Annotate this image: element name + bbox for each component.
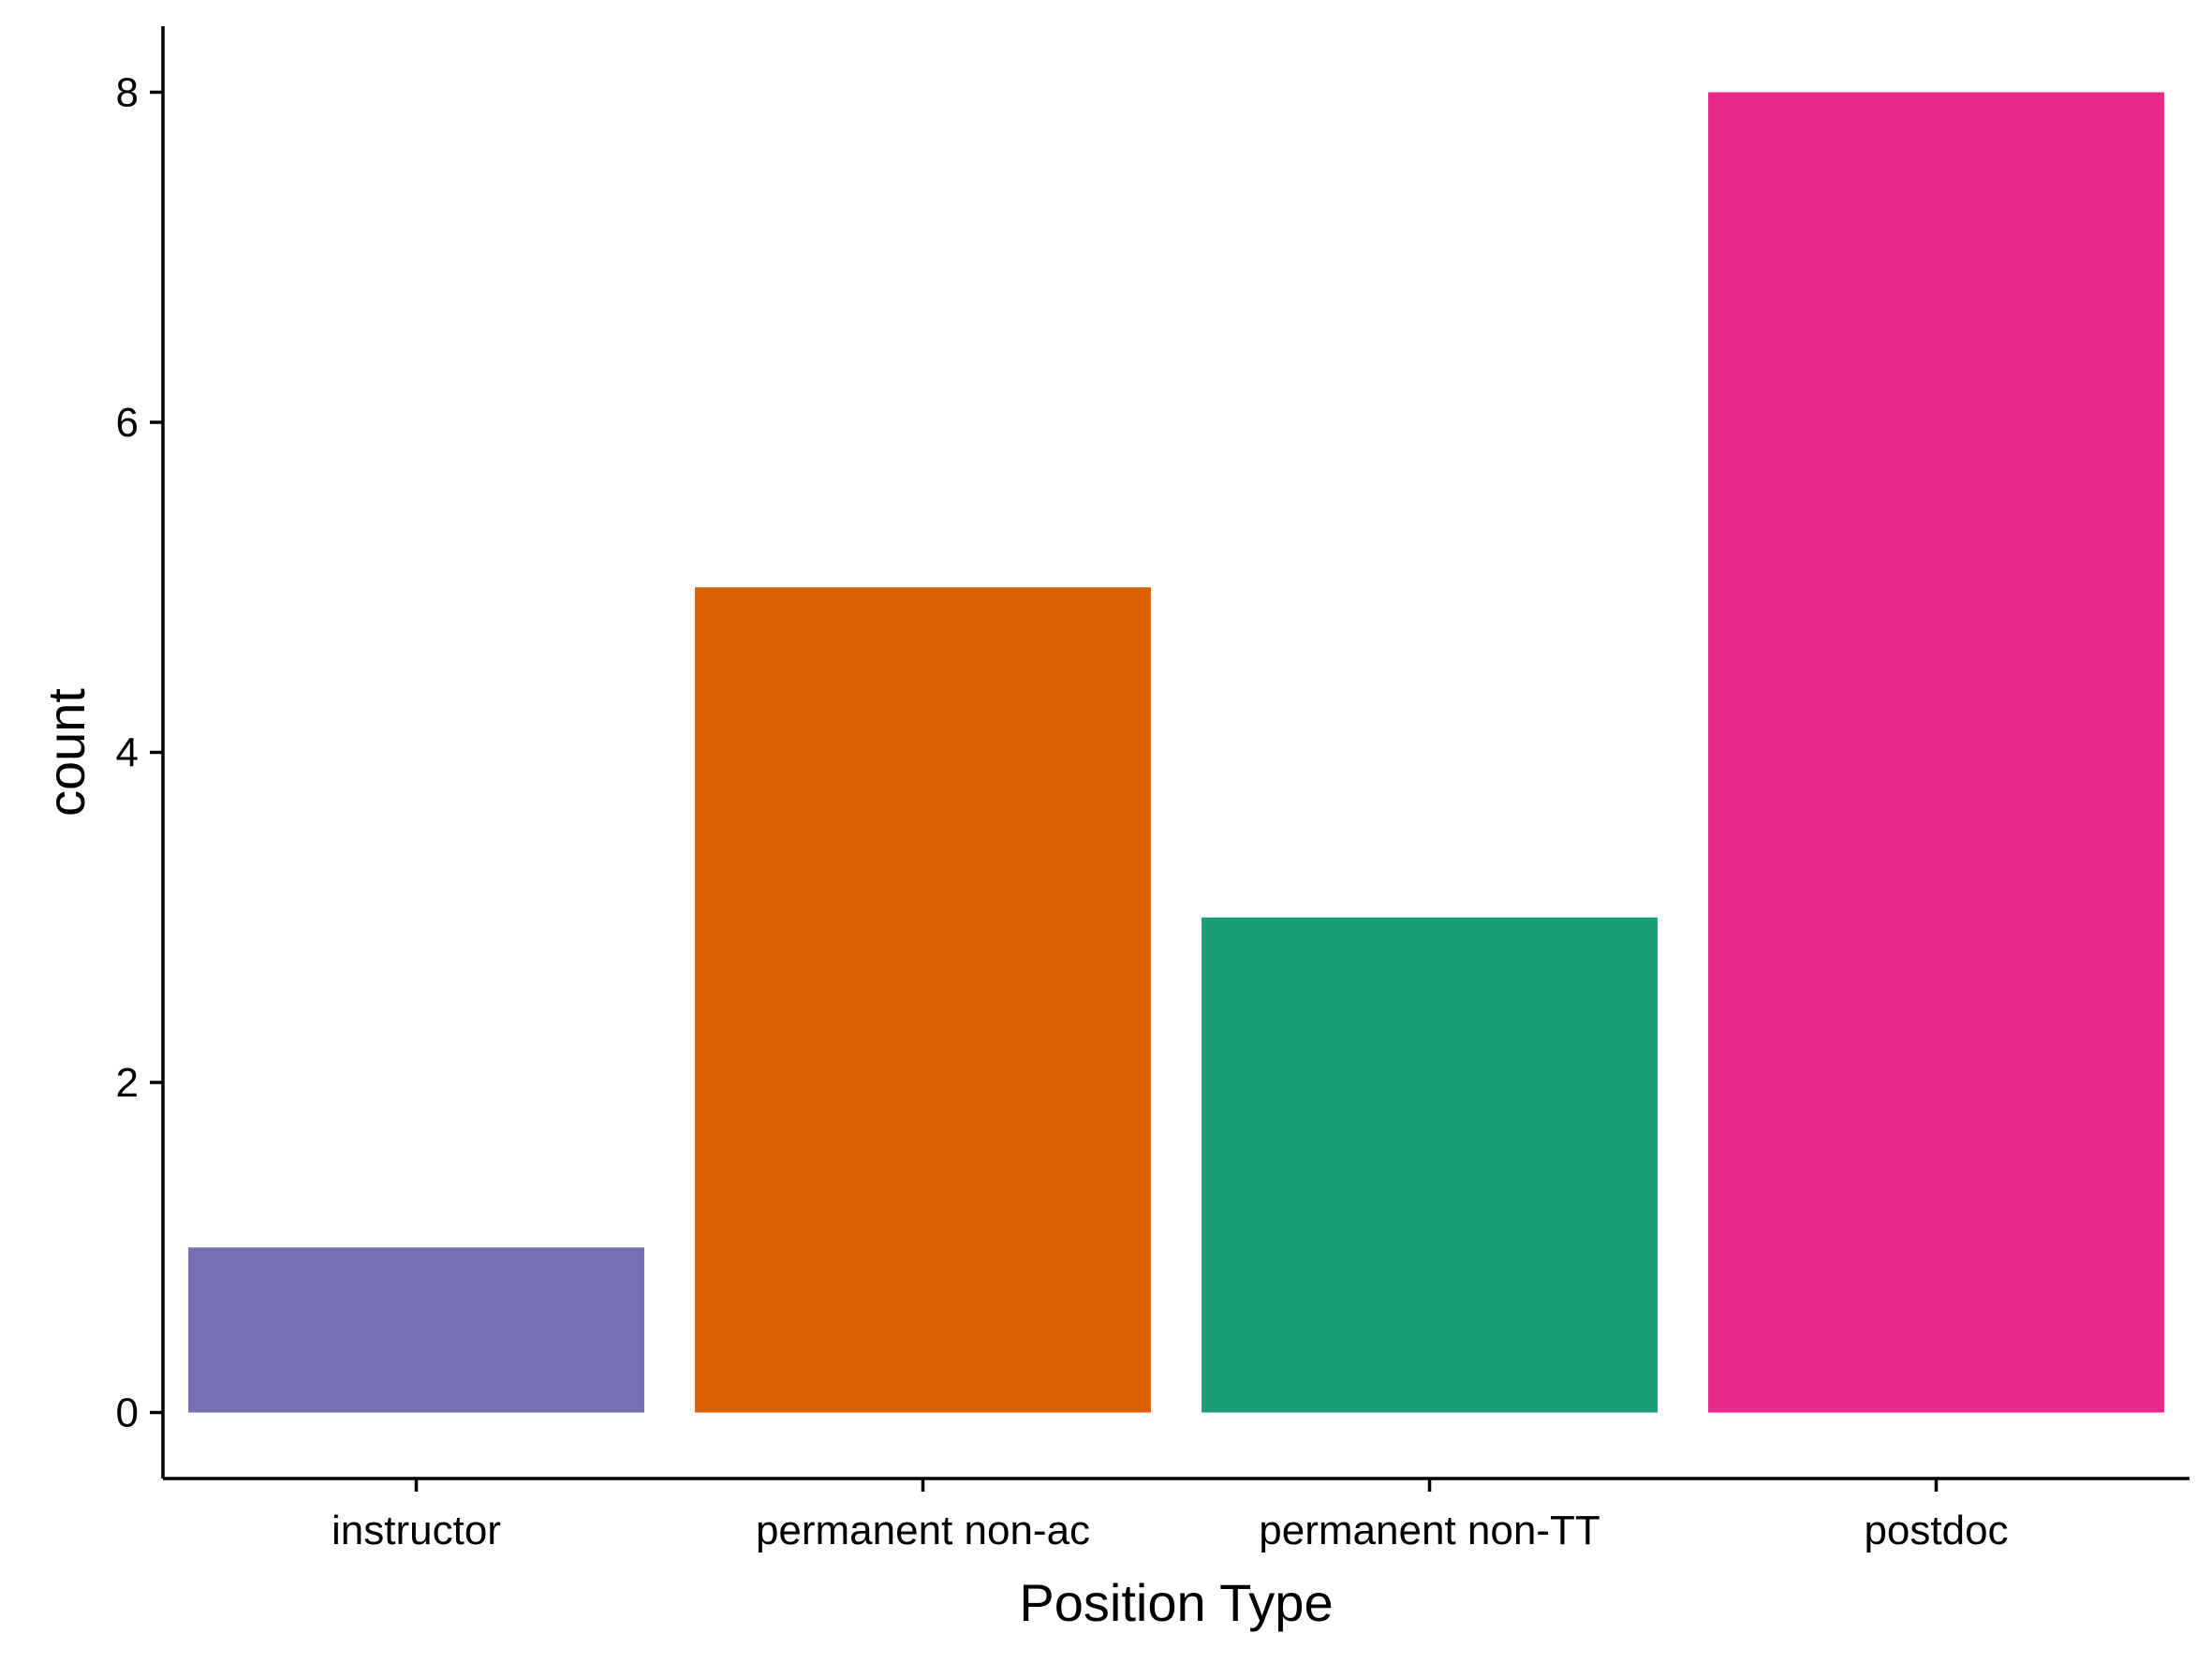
x-tick-label: instructor	[332, 1508, 501, 1553]
y-ticks: 0 2 4 6 8	[116, 70, 163, 1436]
y-tick-label: 2	[116, 1060, 139, 1106]
x-tick-label: postdoc	[1864, 1508, 2008, 1553]
bar-permanent-non-tt	[1202, 917, 1658, 1413]
x-tick-label: permanent non-ac	[756, 1508, 1090, 1553]
y-tick-label: 4	[116, 730, 139, 776]
bar-permanent-non-ac	[695, 587, 1151, 1413]
y-tick-label: 0	[116, 1391, 139, 1436]
y-tick-label: 6	[116, 400, 139, 446]
x-ticks: instructor permanent non-ac permanent non-…	[332, 1479, 2009, 1553]
y-axis-title: count	[37, 688, 96, 817]
bars-layer	[188, 92, 2164, 1413]
x-axis-title: Position Type	[1019, 1573, 1333, 1632]
y-tick-label: 8	[116, 70, 139, 116]
bar-postdoc	[1708, 92, 2164, 1413]
bar-instructor	[188, 1247, 644, 1413]
x-tick-label: permanent non-TT	[1259, 1508, 1600, 1553]
